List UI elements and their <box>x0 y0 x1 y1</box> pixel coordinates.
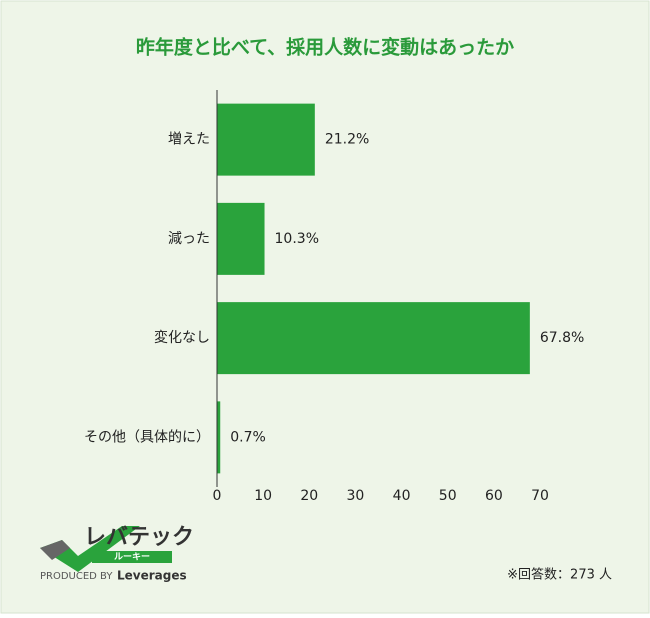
bar <box>217 202 265 275</box>
logo-check-shade <box>40 540 70 560</box>
x-tick-label: 20 <box>300 488 318 504</box>
logo-brand: Leverages <box>117 569 187 583</box>
chart-title: 昨年度と比べて、採用人数に変動はあったか <box>136 36 514 59</box>
x-tick-label: 70 <box>531 488 549 504</box>
y-tick-label: 変化なし <box>154 329 210 346</box>
logo-check <box>40 526 140 572</box>
y-tick-label: 増えた <box>168 132 210 148</box>
value-label: 21.2% <box>325 132 369 148</box>
bar <box>217 401 221 474</box>
y-tick-label: 減った <box>168 230 210 247</box>
logo-sub-bg <box>92 551 172 563</box>
value-label: 10.3% <box>275 231 319 247</box>
value-label: 67.8% <box>540 330 584 346</box>
x-tick-label: 30 <box>347 488 365 504</box>
x-tick-label: 60 <box>485 488 503 504</box>
x-tick-label: 0 <box>213 488 222 504</box>
logo-sub: ルーキー <box>114 552 150 563</box>
x-tick-label: 50 <box>439 488 457 504</box>
logo-produced: PRODUCED BY <box>40 571 113 582</box>
bar <box>217 103 315 176</box>
bar <box>217 302 530 375</box>
logo: レバテック ルーキー PRODUCED BY Leverages <box>40 525 194 583</box>
logo-name: レバテック <box>84 525 194 550</box>
x-tick-label: 40 <box>393 488 411 504</box>
x-tick-label: 10 <box>254 488 272 504</box>
y-tick-label: その他（具体的に） <box>84 429 210 445</box>
note: ※回答数：273 人 <box>507 567 612 583</box>
value-label: 0.7% <box>230 429 266 445</box>
